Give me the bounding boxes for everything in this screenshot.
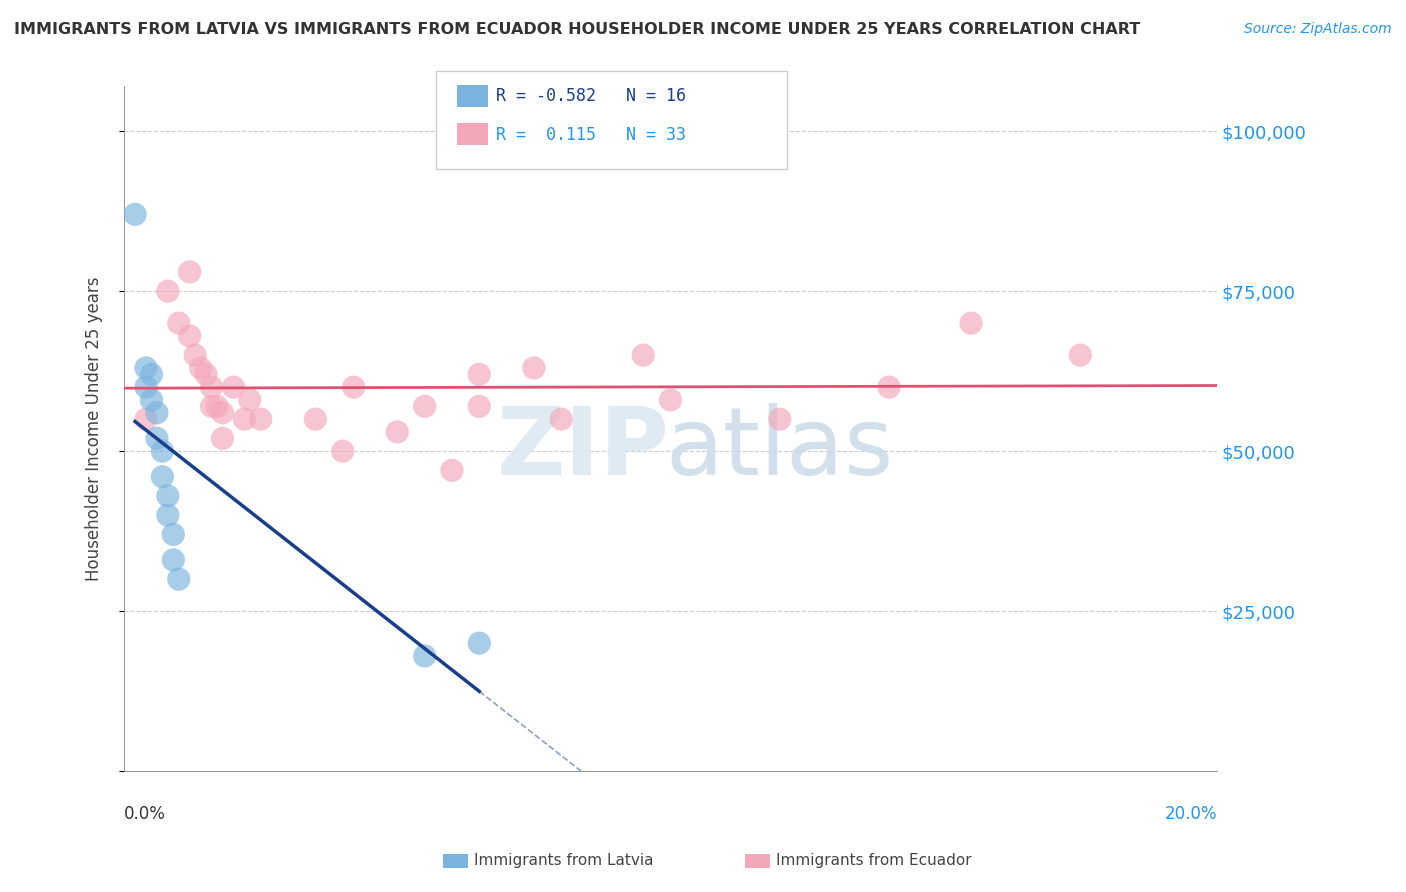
Point (440, 463, 463, 477)
Point (200, 380, 222, 394)
Text: IMMIGRANTS FROM LATVIA VS IMMIGRANTS FROM ECUADOR HOUSEHOLDER INCOME UNDER 25 YE: IMMIGRANTS FROM LATVIA VS IMMIGRANTS FRO… (14, 22, 1140, 37)
Point (195, 368, 218, 382)
Point (468, 400, 491, 414)
Point (150, 444, 173, 458)
Text: atlas: atlas (665, 403, 894, 495)
Point (659, 392, 682, 407)
Text: 20.0%: 20.0% (1164, 805, 1218, 823)
Point (124, 207, 146, 221)
Text: Immigrants from Latvia: Immigrants from Latvia (474, 854, 654, 868)
Point (631, 348, 654, 362)
Point (141, 392, 163, 407)
Point (179, 329, 201, 343)
Point (135, 361, 157, 376)
Point (222, 380, 245, 394)
Point (167, 572, 190, 586)
Text: ZIP: ZIP (496, 403, 669, 495)
Point (413, 648, 436, 663)
Point (162, 527, 184, 541)
Point (249, 412, 271, 426)
Point (167, 316, 190, 330)
Point (190, 361, 212, 376)
Point (150, 469, 173, 483)
Text: R = -0.582   N = 16: R = -0.582 N = 16 (496, 87, 686, 105)
Point (162, 553, 184, 567)
Point (960, 316, 983, 330)
Point (146, 406, 169, 420)
Text: 0.0%: 0.0% (124, 805, 166, 823)
Point (239, 392, 262, 407)
Point (387, 425, 409, 439)
Point (156, 284, 179, 298)
Text: Immigrants from Ecuador: Immigrants from Ecuador (776, 854, 972, 868)
Point (205, 400, 228, 414)
Point (179, 265, 201, 279)
Point (523, 361, 546, 376)
Point (156, 508, 179, 523)
Point (413, 400, 436, 414)
Point (877, 380, 900, 394)
Y-axis label: Householder Income Under 25 years: Householder Income Under 25 years (86, 277, 103, 581)
Point (156, 489, 179, 503)
Point (135, 380, 157, 394)
Point (200, 400, 222, 414)
Text: Source: ZipAtlas.com: Source: ZipAtlas.com (1244, 22, 1392, 37)
Point (550, 412, 572, 426)
Point (332, 444, 354, 458)
Point (468, 636, 491, 650)
Point (468, 368, 491, 382)
Text: R =  0.115   N = 33: R = 0.115 N = 33 (496, 126, 686, 144)
Point (304, 412, 326, 426)
Point (233, 412, 256, 426)
Point (135, 412, 157, 426)
Point (141, 368, 163, 382)
Point (146, 431, 169, 445)
Point (211, 406, 233, 420)
Point (184, 348, 207, 362)
Point (769, 412, 792, 426)
Point (1069, 348, 1091, 362)
Point (343, 380, 366, 394)
Point (211, 431, 233, 445)
